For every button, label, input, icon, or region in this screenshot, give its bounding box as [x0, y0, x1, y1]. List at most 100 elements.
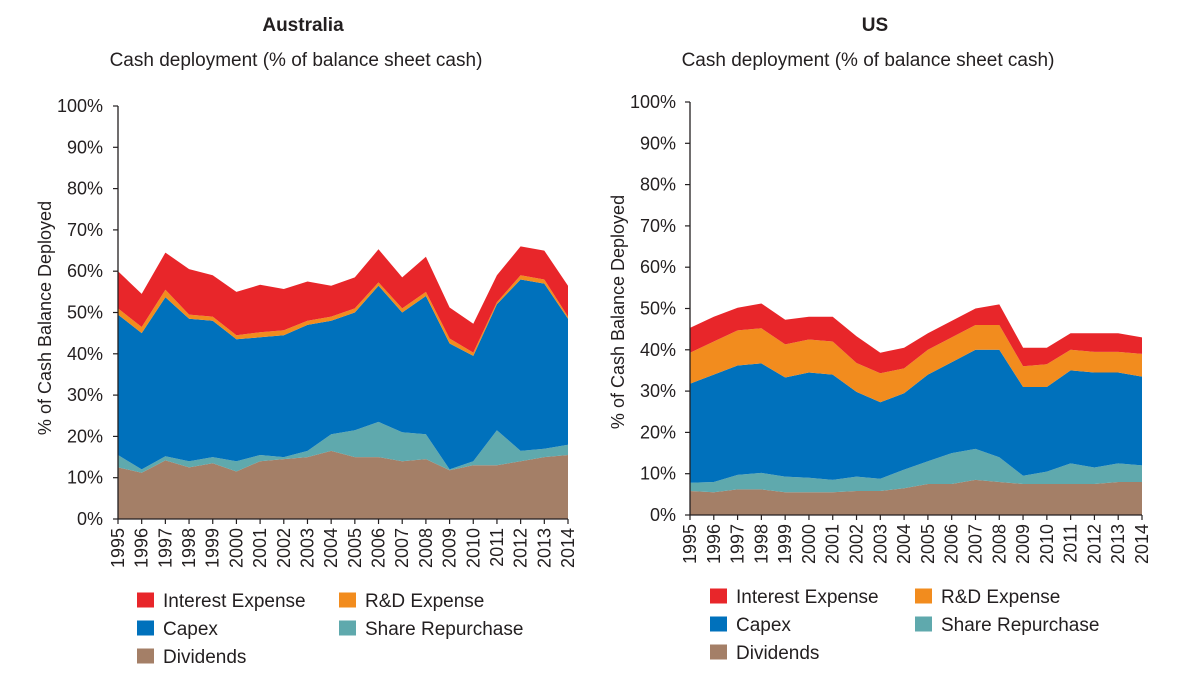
australia-x-tick-label: 2014 — [558, 528, 578, 568]
us-y-tick-label: 30% — [640, 381, 676, 401]
australia-x-tick-label: 2005 — [345, 528, 365, 568]
australia-x-tick-label: 2006 — [369, 528, 389, 568]
australia-y-tick-label: 20% — [67, 426, 103, 446]
australia-area-share-repurchase — [118, 421, 568, 473]
australia-legend-item-dividends: Dividends — [137, 647, 246, 668]
australia-x-tick-label: 2007 — [392, 528, 412, 568]
australia-y-tick-label: 90% — [67, 137, 103, 157]
us-legend-swatch-share-repurchase — [915, 616, 932, 632]
australia-x-tick-label: 2011 — [487, 528, 507, 567]
us-legend-item-dividends: Dividends — [710, 643, 819, 664]
us-legend-swatch-dividends — [710, 644, 727, 660]
us-legend-item-r-d-expense: R&D Expense — [915, 587, 1060, 608]
australia-subtitle: Cash deployment (% of balance sheet cash… — [110, 50, 483, 71]
us-x-tick-label: 1997 — [728, 524, 748, 564]
australia-x-tick-label: 1999 — [203, 528, 223, 568]
australia-title: Australia — [262, 15, 344, 36]
us-x-tick-label: 2000 — [799, 524, 819, 564]
us-y-tick-label: 10% — [640, 464, 676, 484]
us-area-dividends — [690, 479, 1142, 515]
us-plot-areas — [690, 303, 1142, 515]
australia-x-tick-label: 2012 — [511, 528, 531, 568]
us-x-tick-label: 2004 — [894, 524, 914, 564]
us-x-tick-label: 2009 — [1013, 524, 1033, 564]
australia-x-tick-label: 2001 — [250, 528, 270, 568]
us-x-tick-label: 2013 — [1108, 524, 1128, 564]
australia-y-tick-label: 0% — [77, 509, 103, 529]
australia-legend-label-interest-expense: Interest Expense — [163, 591, 306, 612]
australia-x-tick-label: 1996 — [132, 528, 152, 568]
us-x-tick-label: 2008 — [989, 524, 1009, 564]
australia-panel: Australia Cash deployment (% of balance … — [35, 15, 578, 668]
us-y-axis-label: % of Cash Balance Deployed — [608, 195, 628, 429]
us-area-interest-expense — [690, 303, 1142, 374]
australia-legend: Interest Expense R&D Expense Capex Share Re… — [137, 591, 523, 668]
us-x-tick-label: 2007 — [966, 524, 986, 564]
us-y-tick-label: 100% — [630, 92, 676, 112]
australia-legend-item-r-d-expense: R&D Expense — [339, 591, 484, 612]
australia-y-tick-label: 70% — [67, 220, 103, 240]
australia-x-tick-label: 2008 — [416, 528, 436, 568]
us-y-tick-label: 60% — [640, 257, 676, 277]
us-x-tick-label: 1998 — [751, 524, 771, 564]
us-y-tick-label: 70% — [640, 216, 676, 236]
us-x-tick-label: 1999 — [775, 524, 795, 564]
australia-y-tick-label: 10% — [67, 468, 103, 488]
us-y-tick-label: 20% — [640, 422, 676, 442]
australia-x-tick-label: 2009 — [440, 528, 460, 568]
us-legend-swatch-r-d-expense — [915, 588, 932, 604]
australia-y-tick-label: 60% — [67, 261, 103, 281]
us-x-tick-label: 1995 — [680, 524, 700, 564]
australia-legend-label-r-d-expense: R&D Expense — [365, 591, 484, 612]
us-x-tick-label: 2011 — [1061, 524, 1081, 563]
us-y-tick-label: 90% — [640, 133, 676, 153]
us-legend-swatch-capex — [710, 616, 727, 632]
us-legend-item-interest-expense: Interest Expense — [710, 587, 879, 608]
us-x-tick-label: 2014 — [1132, 524, 1152, 564]
us-area-r-d-expense — [690, 325, 1142, 403]
us-legend-label-capex: Capex — [736, 615, 791, 636]
australia-y-tick-label: 30% — [67, 385, 103, 405]
australia-legend-swatch-interest-expense — [137, 592, 154, 608]
australia-y-tick-label: 80% — [67, 179, 103, 199]
australia-x-tick-label: 2002 — [274, 528, 294, 568]
australia-legend-label-dividends: Dividends — [163, 647, 246, 668]
australia-y-tick-label: 50% — [67, 303, 103, 323]
us-x-tick-label: 2001 — [823, 524, 843, 564]
us-x-tick-label: 2010 — [1037, 524, 1057, 564]
us-y-tick-label: 40% — [640, 340, 676, 360]
australia-legend-swatch-r-d-expense — [339, 592, 356, 608]
us-y-tick-label: 80% — [640, 175, 676, 195]
australia-y-tick-label: 40% — [67, 344, 103, 364]
australia-area-capex — [118, 279, 568, 470]
us-y-tick-label: 0% — [650, 505, 676, 525]
australia-y-tick-label: 100% — [57, 96, 103, 116]
australia-plot-areas — [118, 246, 568, 519]
us-x-tick-label: 2005 — [918, 524, 938, 564]
australia-legend-item-interest-expense: Interest Expense — [137, 591, 306, 612]
us-legend-swatch-interest-expense — [710, 588, 727, 604]
us-x-tick-label: 2003 — [870, 524, 890, 564]
us-legend-label-dividends: Dividends — [736, 643, 819, 664]
us-legend-item-capex: Capex — [710, 615, 791, 636]
us-subtitle: Cash deployment (% of balance sheet cash… — [682, 50, 1055, 71]
australia-legend-swatch-dividends — [137, 648, 154, 664]
australia-x-tick-label: 2010 — [463, 528, 483, 568]
us-x-tick-label: 2006 — [942, 524, 962, 564]
australia-legend-swatch-capex — [137, 620, 154, 636]
us-area-capex — [690, 349, 1142, 483]
australia-legend-label-capex: Capex — [163, 619, 218, 640]
us-area-share-repurchase — [690, 448, 1142, 493]
us-y-tick-label: 50% — [640, 299, 676, 319]
us-panel: US Cash deployment (% of balance sheet c… — [608, 15, 1152, 664]
australia-x-tick-label: 1998 — [179, 528, 199, 568]
australia-x-tick-label: 1995 — [108, 528, 128, 568]
australia-legend-label-share-repurchase: Share Repurchase — [365, 619, 523, 640]
australia-area-dividends — [118, 450, 568, 519]
australia-x-tick-label: 2013 — [534, 528, 554, 568]
australia-legend-item-capex: Capex — [137, 619, 218, 640]
us-x-tick-label: 2002 — [847, 524, 867, 564]
us-legend-item-share-repurchase: Share Repurchase — [915, 615, 1099, 636]
us-legend-label-r-d-expense: R&D Expense — [941, 587, 1060, 608]
